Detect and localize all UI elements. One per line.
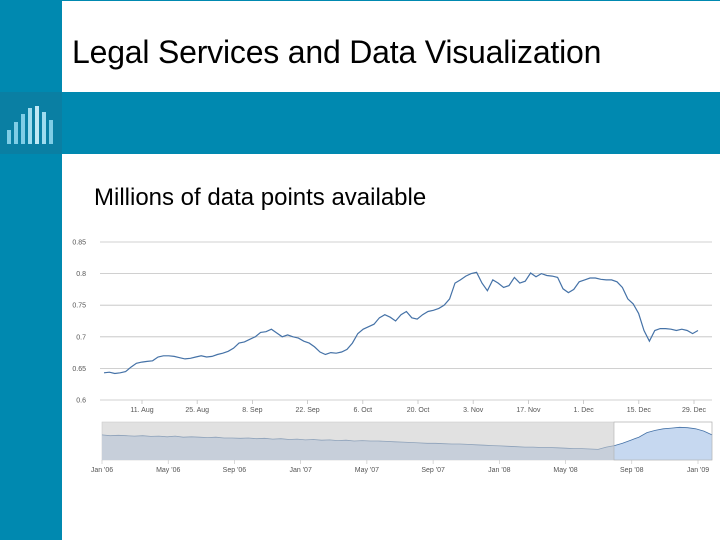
slide-subtitle: Millions of data points available bbox=[94, 184, 427, 211]
logo bbox=[0, 92, 62, 154]
y-tick-label: 0.65 bbox=[72, 366, 86, 373]
navigator-tick-label: Jan '08 bbox=[488, 467, 510, 474]
x-tick-label: 3. Nov bbox=[463, 407, 484, 414]
x-tick-label: 11. Aug bbox=[130, 407, 153, 414]
x-tick-label: 17. Nov bbox=[516, 407, 541, 414]
series-line bbox=[103, 271, 699, 375]
x-tick-label: 29. Dec bbox=[682, 407, 707, 414]
x-tick-label: 22. Sep bbox=[296, 407, 320, 414]
navigator-tick-label: Sep '08 bbox=[620, 467, 644, 474]
navigator-tick-label: Sep '06 bbox=[223, 467, 247, 474]
navigator[interactable] bbox=[101, 421, 713, 461]
x-tick-label: 1. Dec bbox=[573, 407, 594, 414]
y-tick-label: 0.75 bbox=[72, 303, 86, 310]
navigator-tick-label: Sep '07 bbox=[421, 467, 445, 474]
navigator-unselected-mask bbox=[102, 422, 614, 460]
navigator-tick-label: Jan '06 bbox=[91, 467, 113, 474]
y-tick-label: 0.85 bbox=[72, 240, 86, 247]
navigator-tick-label: Jan '07 bbox=[289, 467, 311, 474]
top-stripe bbox=[0, 0, 720, 1]
navigator-tick-label: May '06 bbox=[156, 467, 180, 474]
navigator-tick-label: Jan '09 bbox=[687, 467, 709, 474]
x-tick-label: 20. Oct bbox=[407, 407, 430, 414]
x-tick-label: 8. Sep bbox=[242, 407, 262, 414]
y-tick-label: 0.8 bbox=[76, 271, 86, 278]
navigator-selection[interactable] bbox=[613, 421, 713, 461]
navigator-tick-label: May '08 bbox=[553, 467, 577, 474]
stock-line-chart[interactable]: 0.6 0.65 0.7 0.75 0.8 0.85 11. Aug 25. Aug 8. S… bbox=[62, 230, 720, 480]
title-area bbox=[62, 1, 720, 92]
slide-title: Legal Services and Data Visualization bbox=[72, 34, 602, 70]
x-tick-label: 6. Oct bbox=[353, 407, 372, 414]
x-tick-label: 15. Dec bbox=[627, 407, 652, 414]
x-tick-label: 25. Aug bbox=[185, 407, 209, 414]
left-accent-bar bbox=[0, 0, 62, 540]
bar-chart-logo-icon bbox=[7, 106, 53, 144]
navigator-tick-label: May '07 bbox=[355, 467, 379, 474]
y-tick-label: 0.7 bbox=[76, 334, 86, 341]
y-tick-label: 0.6 bbox=[76, 398, 86, 405]
header-banner bbox=[0, 92, 720, 154]
